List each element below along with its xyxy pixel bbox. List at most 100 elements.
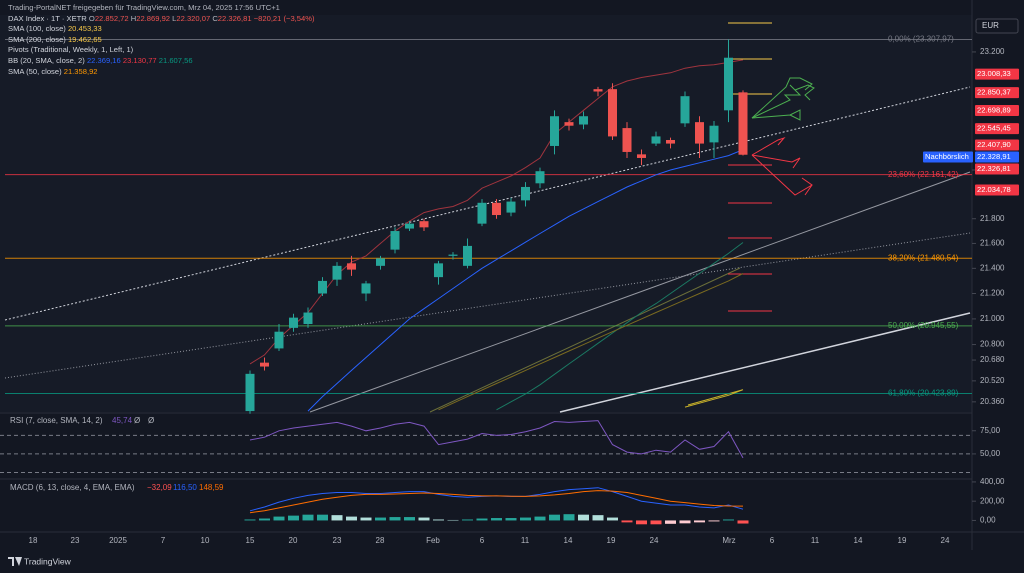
x-tick-label: 6 (480, 536, 485, 545)
indicator: Pivots (Traditional, Weekly, 1, Left, 1) (8, 45, 315, 56)
x-tick-label: Mrz (722, 536, 735, 545)
macd-histogram-bar (563, 514, 575, 521)
candle-body (376, 258, 385, 266)
y-tick-label: 75,00 (980, 426, 1001, 435)
macd-histogram-bar (331, 515, 343, 521)
macd-histogram-bar (520, 517, 531, 521)
currency-box (975, 18, 1019, 34)
candle-body (593, 89, 603, 92)
trend-line (309, 171, 971, 413)
ohlc-value: 22.869,92 (136, 13, 171, 23)
candle-body (289, 317, 298, 328)
candle-body (303, 312, 313, 325)
rsi-line (249, 420, 744, 459)
price-badge-label: 22.545,45 (977, 124, 1011, 133)
trend-line (4, 232, 971, 379)
candle-body (724, 57, 733, 111)
candle-body (506, 201, 516, 213)
candle-body (637, 154, 646, 158)
y-tick-label: 20.360 (980, 397, 1005, 406)
legend: Trading-PortalNET freigegeben für Tradin… (8, 3, 315, 77)
candle-body (390, 231, 400, 250)
macd-histogram-bar (244, 519, 256, 521)
change: −820,21 (−3,54%) (253, 13, 315, 23)
ohlc-value: 22.320,07 (176, 13, 211, 23)
x-tick-label: 7 (161, 536, 166, 545)
price-badge: 23.008,33 (975, 68, 1019, 80)
macd-histogram-bar (607, 517, 618, 521)
macd-line (249, 490, 744, 514)
candle-body (274, 331, 284, 349)
price-badge: 22.328,91 Nachbörslich (923, 151, 1019, 163)
candle-body (709, 125, 719, 143)
macd-histogram-bar (491, 518, 502, 521)
macd-histogram-bar (534, 516, 546, 521)
candle-body (448, 254, 458, 256)
y-tick-label: 50,00 (980, 449, 1001, 458)
price-badge-box (975, 151, 1019, 163)
candle-body (463, 245, 472, 266)
macd-value: 148,59 (199, 483, 224, 492)
macd-histogram-bar (737, 520, 749, 524)
ohlc-value: 22.326,81 (217, 13, 252, 23)
fib-label: 23,60% (22.161,42) (888, 170, 959, 179)
indicator: SMA (50, close) 21.358,92 (8, 67, 315, 78)
pivot-segments (687, 22, 772, 406)
macd-title: MACD (6, 13, close, 4, EMA, EMA) (10, 483, 135, 492)
y-tick-label: 21.000 (980, 314, 1005, 323)
candle-body (550, 116, 559, 146)
y-tick-label: 21.600 (980, 239, 1005, 248)
arrow (751, 109, 801, 121)
macd-histogram-bar (433, 519, 444, 521)
macd-histogram-bar (418, 517, 430, 521)
price-badge-box (975, 163, 1019, 175)
price-badge: 22.407,90 (975, 139, 1019, 151)
macd-histogram-bar (273, 516, 285, 521)
candle-body (666, 139, 675, 144)
price-badge-label: 22.407,90 (977, 140, 1011, 149)
fib-label: 38,20% (21.480,54) (888, 253, 959, 262)
indicator-name: SMA (50, close) (8, 66, 62, 76)
trend-line (4, 86, 971, 321)
macd-histogram-bar (288, 515, 299, 521)
y-tick-label: 20.800 (980, 340, 1005, 349)
price-badge-box (975, 184, 1019, 196)
logo (8, 557, 22, 566)
arrow (751, 136, 786, 156)
macd-histogram-bar (447, 519, 459, 521)
x-tick-label: 23 (71, 536, 80, 545)
x-tick-label: 15 (246, 536, 255, 545)
macd-histogram-bar (389, 517, 401, 521)
x-tick-label: 19 (607, 536, 616, 545)
y-tick-label: 21.400 (980, 263, 1005, 272)
price-badge-label: 22.850,37 (977, 88, 1011, 97)
macd-histogram-bar (404, 517, 415, 521)
macd-histogram-bar (476, 518, 488, 521)
macd-histogram-bar (375, 517, 386, 521)
y-tick-label: 20.520 (980, 376, 1005, 385)
candle-body (680, 96, 690, 124)
x-tick-label: 14 (854, 536, 863, 545)
candle-body (361, 283, 371, 294)
fib-label: 61,80% (20.423,89) (888, 389, 959, 398)
watermark: TradingView (24, 556, 72, 566)
ohlc-key: O (88, 13, 95, 23)
price-badge-label: 22.326,81 (977, 164, 1011, 173)
indicator-line (307, 149, 744, 412)
indicator-name: SMA (200, close) (8, 34, 66, 44)
macd-histogram-bar (317, 514, 328, 521)
x-tick-label: Feb (426, 536, 440, 545)
macd-histogram-bar (549, 514, 560, 521)
candle-body (260, 362, 269, 367)
candle-body (332, 265, 342, 280)
macd-histogram-bar (259, 518, 270, 521)
candle-body (477, 202, 487, 224)
price-badge-box (975, 68, 1019, 80)
price-badge-box (975, 123, 1019, 135)
price-badge-label: 22.034,78 (977, 185, 1011, 194)
macd-histogram-bar (346, 516, 357, 521)
candle-body (738, 92, 748, 155)
candle-body (579, 116, 588, 125)
